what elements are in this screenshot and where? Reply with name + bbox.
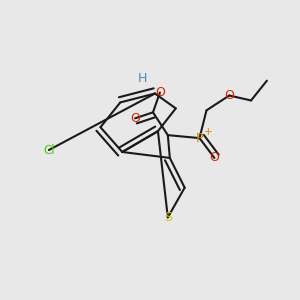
Text: P: P bbox=[196, 132, 203, 145]
Text: O: O bbox=[130, 112, 140, 125]
Text: O: O bbox=[209, 152, 219, 164]
Text: S: S bbox=[164, 211, 172, 224]
Text: O: O bbox=[155, 86, 165, 99]
Text: H: H bbox=[137, 72, 147, 85]
Text: Cl: Cl bbox=[43, 143, 55, 157]
Text: O: O bbox=[224, 89, 234, 102]
Text: +: + bbox=[203, 127, 212, 136]
